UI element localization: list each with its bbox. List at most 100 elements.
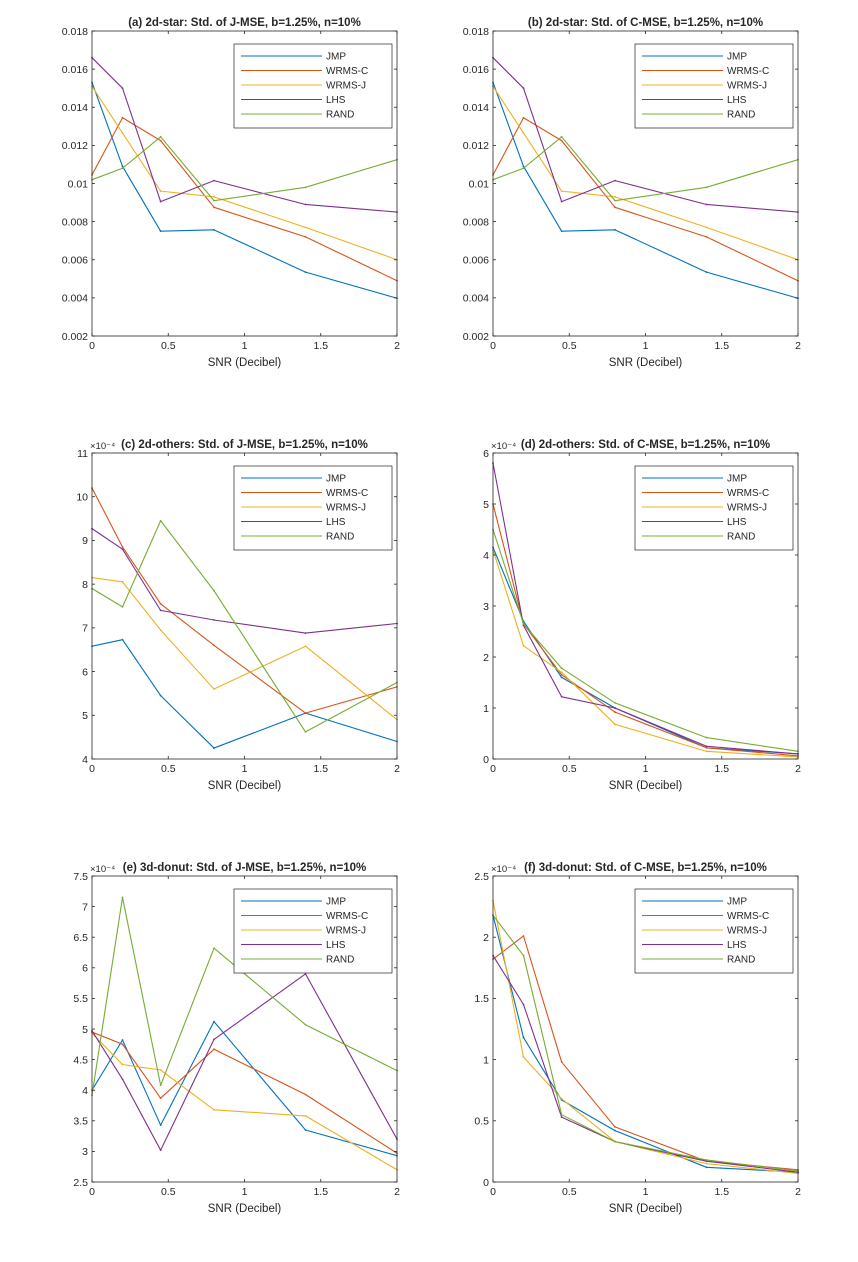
chart-1-point-wrms-c-4 xyxy=(304,235,307,238)
chart-3-legend-label-jmp: JMP xyxy=(326,474,346,485)
chart-1-point-rand-2 xyxy=(159,135,162,138)
chart-1-point-jmp-4 xyxy=(304,271,307,274)
chart-2-point-wrms-c-3 xyxy=(614,206,616,209)
chart-5-point-wrms-c-2 xyxy=(159,1097,162,1100)
chart-2-ytick-label: 0.012 xyxy=(463,140,489,152)
chart-1-point-rand-3 xyxy=(213,199,215,202)
chart-4-point-lhs-2 xyxy=(560,695,563,698)
chart-5-legend-label-lhs: LHS xyxy=(326,940,346,951)
chart-6-point-jmp-3 xyxy=(614,1129,616,1132)
chart-5-ytick-label: 7 xyxy=(82,901,88,913)
chart-2-point-wrms-j-3 xyxy=(614,195,616,198)
chart-1-ytick-label: 0.018 xyxy=(62,26,88,38)
chart-6-xlabel: SNR (Decibel) xyxy=(609,1203,683,1215)
chart-3-ytick-label: 5 xyxy=(82,710,88,722)
chart-6-point-jmp-4 xyxy=(705,1166,708,1169)
chart-6-legend-label-wrms-c: WRMS-C xyxy=(727,911,769,922)
chart-5-series-line-wrms-c xyxy=(91,1031,398,1154)
chart-5-point-lhs-2 xyxy=(159,1149,162,1152)
chart-4-point-wrms-c-3 xyxy=(614,711,616,713)
chart-3-xtick-label: 0 xyxy=(89,763,95,775)
chart-6-series-line-lhs xyxy=(492,955,799,1173)
chart-3-xlabel: SNR (Decibel) xyxy=(208,780,282,792)
chart-1-legend-label-lhs: LHS xyxy=(326,95,346,106)
chart-4-series-line-lhs xyxy=(492,463,799,755)
chart-3-ytick-label: 11 xyxy=(77,448,88,460)
chart-3-point-wrms-c-1 xyxy=(121,546,124,548)
chart-4-ytick-label: 3 xyxy=(483,601,489,613)
chart-5-xtick-label: 2 xyxy=(394,1186,400,1198)
chart-3-point-rand-1 xyxy=(121,605,124,608)
chart-6-point-rand-3 xyxy=(614,1140,616,1143)
chart-1-ytick-label: 0.002 xyxy=(62,331,88,343)
chart-2-point-rand-1 xyxy=(522,167,525,170)
chart-5-series-line-rand xyxy=(91,896,398,1096)
chart-2-legend-label-rand: RAND xyxy=(727,110,755,121)
chart-2-point-jmp-3 xyxy=(614,228,616,231)
chart-3-point-lhs-4 xyxy=(304,632,307,635)
chart-4-legend-label-lhs: LHS xyxy=(727,517,747,528)
chart-6-ytick-label: 2 xyxy=(483,932,489,944)
chart-3-point-lhs-3 xyxy=(213,619,215,621)
chart-1-legend-label-jmp: JMP xyxy=(326,52,346,63)
chart-6-legend-label-lhs: LHS xyxy=(727,940,747,951)
chart-5-legend: JMP WRMS-C WRMS-J LHS RAND xyxy=(233,888,393,974)
chart-5-point-rand-2 xyxy=(159,1084,162,1087)
chart-1-xtick-label: 1 xyxy=(242,340,248,352)
chart-3-point-lhs-2 xyxy=(159,609,162,612)
chart-5-point-jmp-3 xyxy=(213,1020,215,1023)
chart-4-xtick-label: 0 xyxy=(490,763,496,775)
chart-5-point-lhs-3 xyxy=(213,1038,215,1041)
chart-6-legend-label-rand: RAND xyxy=(727,955,755,966)
chart-4-point-wrms-c-4 xyxy=(705,746,708,749)
chart-4-series-line-wrms-j xyxy=(492,549,799,758)
chart-3-xtick-label: 2 xyxy=(394,763,400,775)
chart-3-point-wrms-j-4 xyxy=(304,645,307,648)
chart-1-point-wrms-j-3 xyxy=(213,195,215,198)
chart-3-series-line-wrms-j xyxy=(91,577,398,721)
chart-3-xtick-label: 1.5 xyxy=(313,763,328,775)
chart-3-point-wrms-j-2 xyxy=(159,629,162,631)
chart-6-xtick-label: 0 xyxy=(490,1186,496,1198)
chart-4-xtick-label: 2 xyxy=(795,763,801,775)
chart-5-point-lhs-4 xyxy=(304,973,307,975)
chart-5-xtick-label: 0 xyxy=(89,1186,95,1198)
chart-2-point-wrms-j-4 xyxy=(705,226,708,229)
chart-5-xlabel: SNR (Decibel) xyxy=(208,1203,282,1215)
chart-6-ytick-label: 1.5 xyxy=(474,993,489,1005)
chart-6-point-wrms-j-1 xyxy=(522,1056,525,1059)
chart-1-point-lhs-1 xyxy=(121,87,124,90)
chart-4-ytick-label: 6 xyxy=(483,448,489,460)
chart-2-series-line-lhs xyxy=(492,57,799,213)
chart-3-title: (c) 2d-others: Std. of J-MSE, b=1.25%, n… xyxy=(121,439,368,451)
chart-1: 0 0.5 1 1.5 2 0.002 0.004 0.006 0.008 0.01 0.012 0.… xyxy=(62,17,400,369)
chart-6-point-wrms-c-3 xyxy=(614,1126,616,1128)
chart-6-exponent-label: ×10⁻⁴ xyxy=(491,864,516,875)
chart-2-series-line-jmp xyxy=(492,82,799,299)
chart-4-point-wrms-j-3 xyxy=(614,723,616,726)
chart-5-ytick-label: 4 xyxy=(82,1085,88,1097)
chart-4-title: (d) 2d-others: Std. of C-MSE, b=1.25%, n… xyxy=(521,439,770,451)
chart-2-ytick-label: 0.01 xyxy=(469,178,490,190)
chart-3-point-jmp-2 xyxy=(159,694,162,697)
chart-1-point-lhs-2 xyxy=(159,200,162,203)
chart-5-legend-label-jmp: JMP xyxy=(326,897,346,908)
chart-4-xtick-label: 1.5 xyxy=(714,763,729,775)
chart-2-ytick-label: 0.002 xyxy=(463,331,489,343)
chart-5-point-wrms-j-1 xyxy=(121,1063,124,1066)
chart-4-point-lhs-4 xyxy=(705,745,708,748)
chart-6-xtick-label: 2 xyxy=(795,1186,801,1198)
chart-4-point-wrms-j-1 xyxy=(522,644,525,647)
chart-5-point-lhs-1 xyxy=(121,1078,124,1081)
chart-4-legend-label-rand: RAND xyxy=(727,532,755,543)
chart-6-legend-label-jmp: JMP xyxy=(727,897,747,908)
chart-2-xtick-label: 2 xyxy=(795,340,801,352)
chart-6-series-line-rand xyxy=(492,914,799,1172)
chart-3: 0 0.5 1 1.5 2 4 5 6 7 8 9 10 11×10⁻⁴ (c) 2d-others: S… xyxy=(76,439,400,792)
chart-1-ytick-label: 0.004 xyxy=(62,293,88,305)
chart-5-ytick-label: 7.5 xyxy=(73,871,88,883)
chart-2-point-lhs-2 xyxy=(560,200,563,203)
chart-4-point-rand-4 xyxy=(705,736,708,739)
chart-2-point-wrms-j-2 xyxy=(560,190,563,193)
